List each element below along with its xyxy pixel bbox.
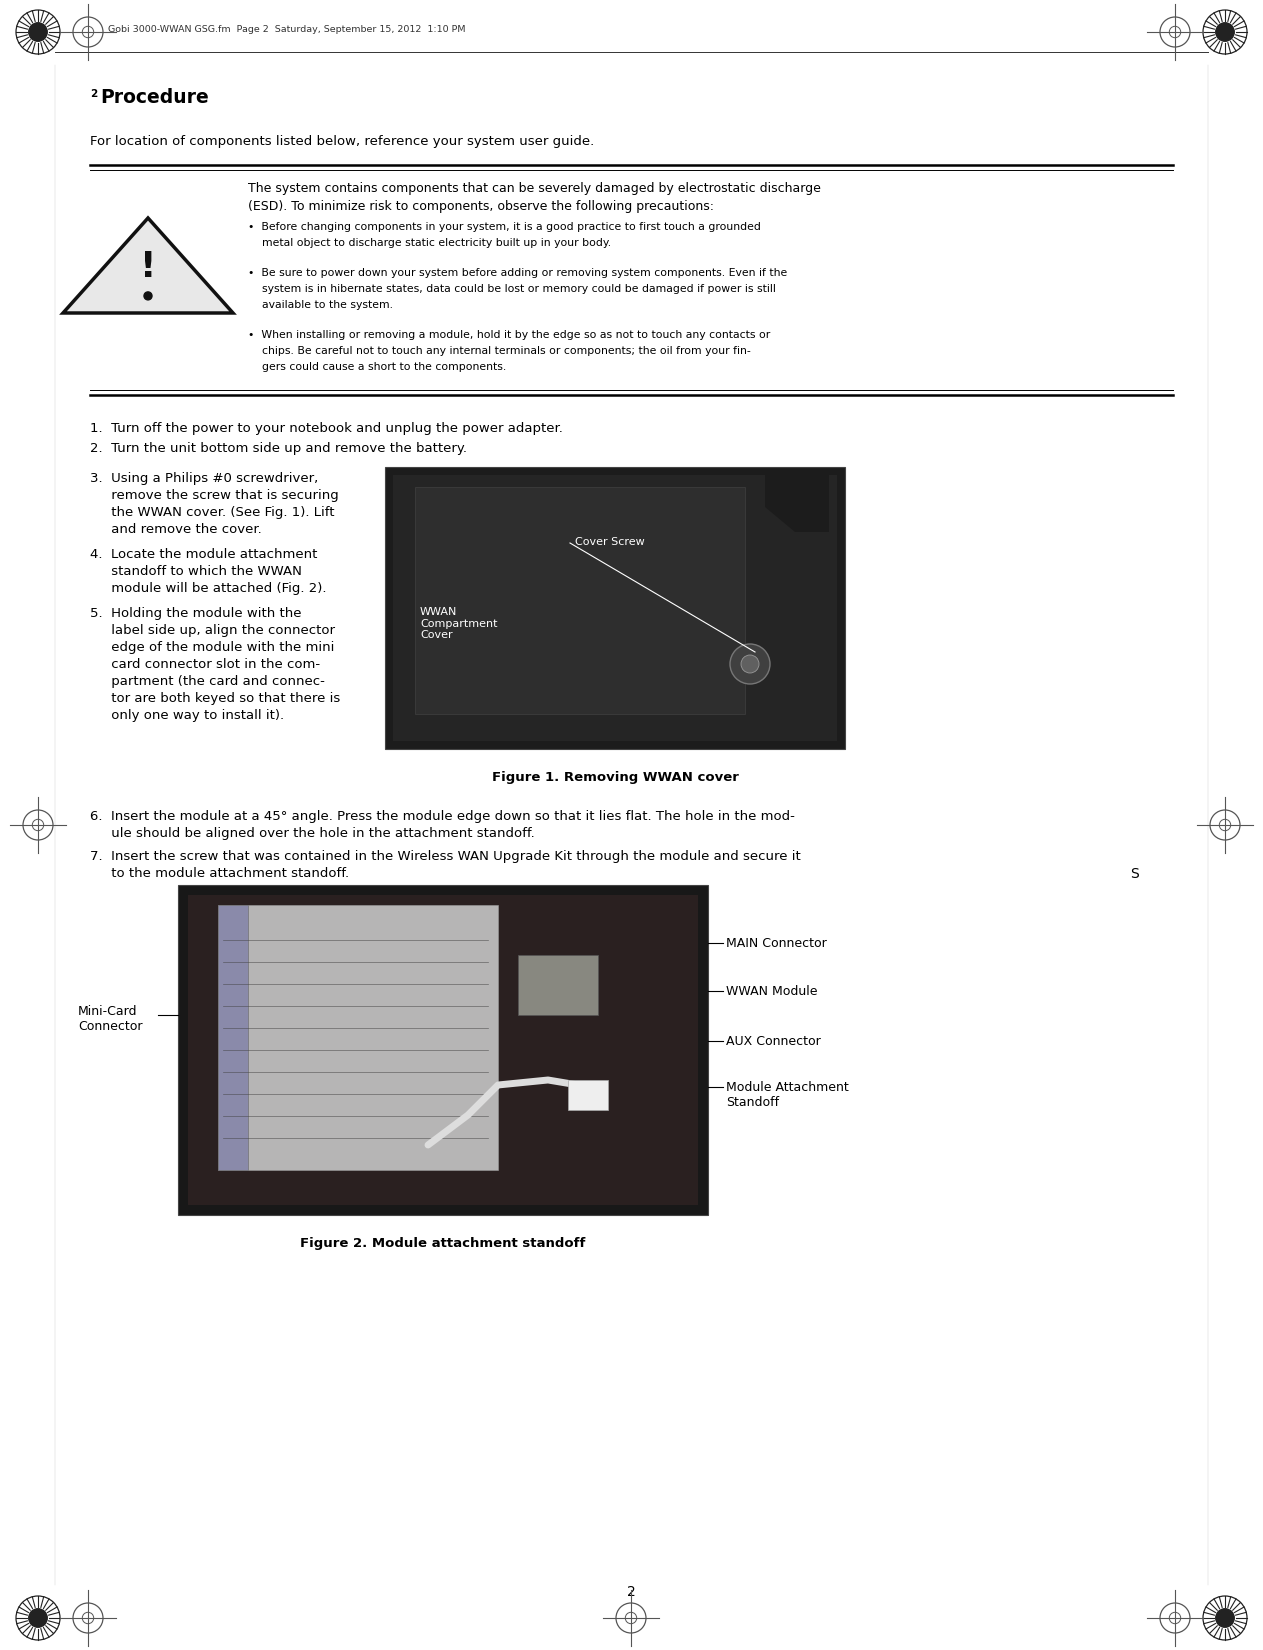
Text: WWAN Module: WWAN Module: [726, 985, 817, 998]
Text: 5.  Holding the module with the: 5. Holding the module with the: [90, 607, 302, 620]
Text: ule should be aligned over the hole in the attachment standoff.: ule should be aligned over the hole in t…: [90, 827, 534, 840]
Text: •  When installing or removing a module, hold it by the edge so as not to touch : • When installing or removing a module, …: [248, 330, 770, 340]
Text: 1.  Turn off the power to your notebook and unplug the power adapter.: 1. Turn off the power to your notebook a…: [90, 422, 563, 436]
Bar: [568, 1081, 608, 1110]
Text: to the module attachment standoff.: to the module attachment standoff.: [90, 866, 349, 879]
Text: S: S: [1130, 866, 1139, 881]
Text: 2.  Turn the unit bottom side up and remove the battery.: 2. Turn the unit bottom side up and remo…: [90, 442, 467, 455]
Bar: [393, 475, 837, 741]
Text: •  Be sure to power down your system before adding or removing system components: • Be sure to power down your system befo…: [248, 267, 787, 277]
Text: tor are both keyed so that there is: tor are both keyed so that there is: [90, 691, 340, 705]
Circle shape: [1216, 23, 1234, 41]
Text: the WWAN cover. (See Fig. 1). Lift: the WWAN cover. (See Fig. 1). Lift: [90, 507, 335, 520]
Text: The system contains components that can be severely damaged by electrostatic dis: The system contains components that can …: [248, 182, 821, 195]
Text: partment (the card and connec-: partment (the card and connec-: [90, 675, 325, 688]
Text: 4.  Locate the module attachment: 4. Locate the module attachment: [90, 548, 317, 561]
Text: available to the system.: available to the system.: [248, 300, 393, 310]
Text: Module Attachment: Module Attachment: [726, 1081, 849, 1094]
Text: Standoff: Standoff: [726, 1096, 779, 1109]
Bar: [188, 894, 698, 1204]
Text: AUX Connector: AUX Connector: [726, 1035, 821, 1048]
Text: For location of components listed below, reference your system user guide.: For location of components listed below,…: [90, 135, 595, 148]
Circle shape: [1216, 1609, 1234, 1627]
Text: Mini-Card: Mini-Card: [78, 1005, 138, 1018]
Text: MAIN Connector: MAIN Connector: [726, 937, 827, 950]
Text: chips. Be careful not to touch any internal terminals or components; the oil fro: chips. Be careful not to touch any inter…: [248, 346, 750, 356]
Text: !: !: [140, 251, 157, 284]
Circle shape: [29, 23, 47, 41]
Text: WWAN
Compartment
Cover: WWAN Compartment Cover: [421, 607, 498, 640]
Text: 6.  Insert the module at a 45° angle. Press the module edge down so that it lies: 6. Insert the module at a 45° angle. Pre…: [90, 810, 794, 823]
Circle shape: [741, 655, 759, 673]
Text: metal object to discharge static electricity built up in your body.: metal object to discharge static electri…: [248, 238, 611, 248]
Text: module will be attached (Fig. 2).: module will be attached (Fig. 2).: [90, 582, 327, 596]
Text: system is in hibernate states, data could be lost or memory could be damaged if : system is in hibernate states, data coul…: [248, 284, 775, 294]
Text: 2: 2: [628, 1586, 635, 1599]
Text: card connector slot in the com-: card connector slot in the com-: [90, 658, 320, 672]
Polygon shape: [63, 218, 232, 314]
Text: Figure 2. Module attachment standoff: Figure 2. Module attachment standoff: [301, 1238, 586, 1251]
Text: (ESD). To minimize risk to components, observe the following precautions:: (ESD). To minimize risk to components, o…: [248, 200, 714, 213]
Text: Cover Screw: Cover Screw: [575, 536, 644, 548]
Text: •  Before changing components in your system, it is a good practice to first tou: • Before changing components in your sys…: [248, 223, 760, 233]
Text: Gobi 3000-WWAN GSG.fm  Page 2  Saturday, September 15, 2012  1:10 PM: Gobi 3000-WWAN GSG.fm Page 2 Saturday, S…: [109, 25, 466, 35]
Circle shape: [29, 1609, 47, 1627]
Circle shape: [144, 292, 152, 300]
Bar: [416, 487, 745, 714]
Text: only one way to install it).: only one way to install it).: [90, 710, 284, 723]
Text: and remove the cover.: and remove the cover.: [90, 523, 261, 536]
Text: 3.  Using a Philips #0 screwdriver,: 3. Using a Philips #0 screwdriver,: [90, 472, 318, 485]
Text: edge of the module with the mini: edge of the module with the mini: [90, 640, 335, 653]
Text: Procedure: Procedure: [100, 87, 208, 107]
Text: 7.  Insert the screw that was contained in the Wireless WAN Upgrade Kit through : 7. Insert the screw that was contained i…: [90, 850, 801, 863]
Text: standoff to which the WWAN: standoff to which the WWAN: [90, 564, 302, 578]
Text: Figure 1. Removing WWAN cover: Figure 1. Removing WWAN cover: [491, 771, 739, 784]
Bar: [518, 955, 597, 1015]
Text: label side up, align the connector: label side up, align the connector: [90, 624, 335, 637]
Circle shape: [730, 644, 770, 685]
Bar: [218, 904, 248, 1170]
Text: gers could cause a short to the components.: gers could cause a short to the componen…: [248, 361, 506, 371]
Text: remove the screw that is securing: remove the screw that is securing: [90, 488, 338, 502]
Bar: [178, 884, 709, 1214]
Bar: [385, 467, 845, 749]
Text: 2: 2: [90, 89, 97, 99]
Bar: [218, 904, 498, 1170]
Text: Connector: Connector: [78, 1020, 143, 1033]
Polygon shape: [765, 475, 829, 531]
